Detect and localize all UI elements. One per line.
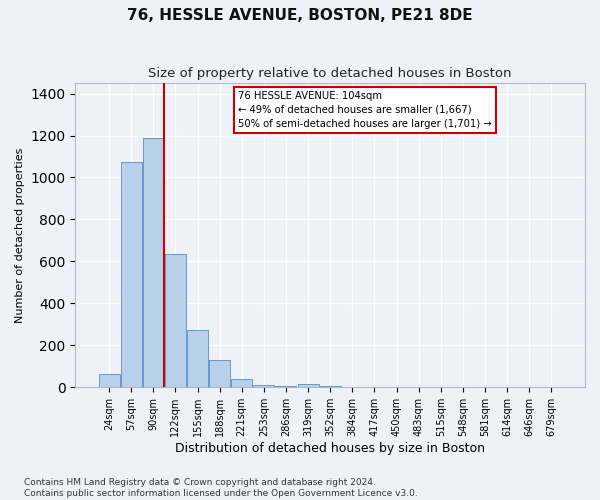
Bar: [342, 386, 363, 388]
Bar: [231, 380, 252, 388]
Bar: [121, 162, 142, 388]
Bar: [98, 374, 119, 388]
Title: Size of property relative to detached houses in Boston: Size of property relative to detached ho…: [148, 68, 512, 80]
X-axis label: Distribution of detached houses by size in Boston: Distribution of detached houses by size …: [175, 442, 485, 455]
Text: 76, HESSLE AVENUE, BOSTON, PE21 8DE: 76, HESSLE AVENUE, BOSTON, PE21 8DE: [127, 8, 473, 22]
Bar: [143, 138, 164, 388]
Y-axis label: Number of detached properties: Number of detached properties: [15, 148, 25, 323]
Bar: [320, 386, 341, 388]
Bar: [275, 386, 296, 388]
Bar: [187, 330, 208, 388]
Text: 76 HESSLE AVENUE: 104sqm
← 49% of detached houses are smaller (1,667)
50% of sem: 76 HESSLE AVENUE: 104sqm ← 49% of detach…: [238, 90, 492, 128]
Bar: [165, 254, 186, 388]
Bar: [209, 360, 230, 388]
Bar: [253, 385, 274, 388]
Text: Contains HM Land Registry data © Crown copyright and database right 2024.
Contai: Contains HM Land Registry data © Crown c…: [24, 478, 418, 498]
Bar: [298, 384, 319, 388]
